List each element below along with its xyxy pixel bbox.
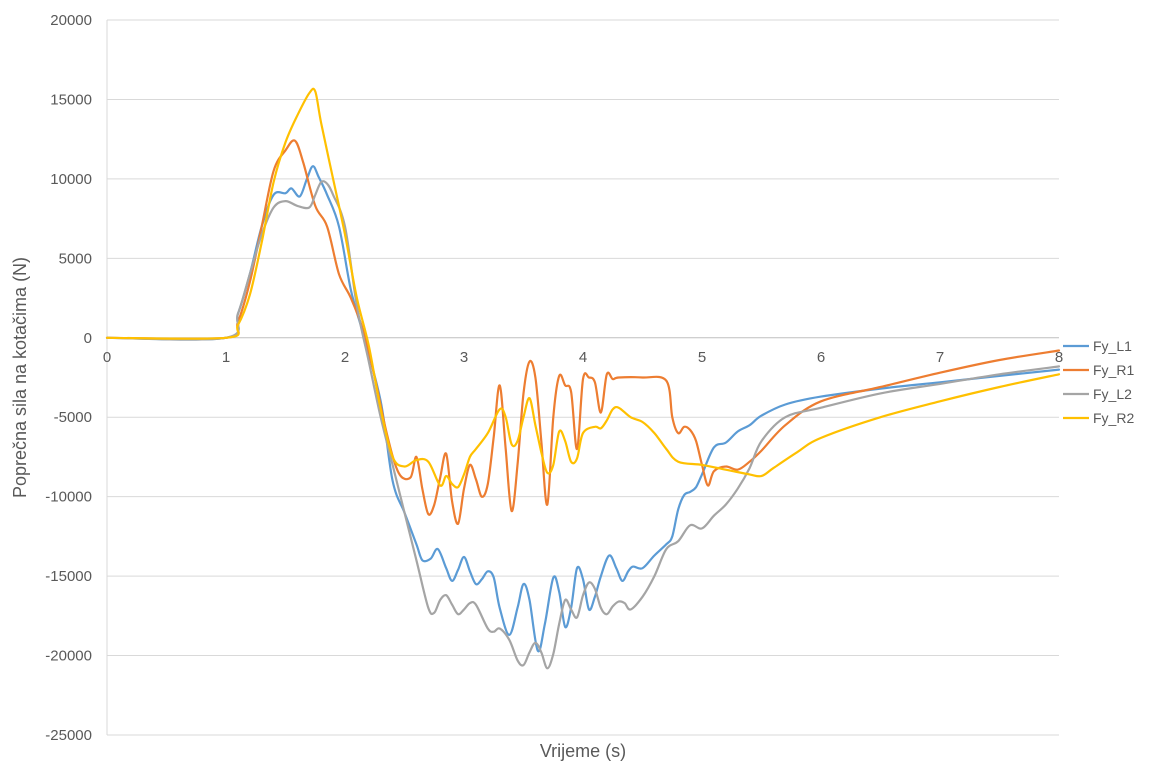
legend-item-label: Fy_R1 — [1093, 362, 1134, 378]
x-tick-label: 2 — [341, 349, 349, 366]
x-tick-label: 7 — [936, 349, 944, 366]
y-tick-label: -20000 — [45, 648, 92, 665]
y-tick-label: 20000 — [50, 12, 92, 29]
x-axis-label: Vrijeme (s) — [540, 741, 626, 761]
series-line-fy-r2 — [105, 87, 1061, 489]
legend-item-label: Fy_L1 — [1093, 338, 1132, 354]
series-lines — [105, 87, 1061, 670]
y-tick-label: 5000 — [59, 250, 92, 267]
x-tick-label: 5 — [698, 349, 706, 366]
x-tick-label: 4 — [579, 349, 587, 366]
y-tick-label: -10000 — [45, 489, 92, 506]
series-line-fy-l2 — [105, 180, 1061, 670]
gridlines — [106, 19, 1059, 736]
y-tick-label: -25000 — [45, 727, 92, 744]
x-tick-label: 0 — [103, 349, 111, 366]
y-tick-label: 10000 — [50, 171, 92, 188]
y-tick-label: -15000 — [45, 568, 92, 585]
y-axis-label: Poprečna sila na kotačima (N) — [10, 257, 30, 498]
x-tick-label: 8 — [1055, 349, 1063, 366]
legend-item-label: Fy_L2 — [1093, 386, 1132, 402]
y-tick-label: 0 — [84, 330, 92, 347]
x-tick-label: 6 — [817, 349, 825, 366]
x-tick-label: 1 — [222, 349, 230, 366]
legend-item-label: Fy_R2 — [1093, 410, 1134, 426]
series-line-fy-l1 — [105, 165, 1061, 653]
legend: Fy_L1 Fy_R1 Fy_L2 Fy_R2 — [1063, 338, 1134, 426]
y-tick-labels: -25000 -20000 -15000 -10000 -5000 0 5000 10000 1… — [45, 12, 92, 744]
y-tick-label: 15000 — [50, 91, 92, 108]
x-tick-labels: 0 1 2 3 4 5 6 7 8 — [103, 349, 1063, 366]
series-line-fy-r1 — [105, 139, 1061, 525]
y-tick-label: -5000 — [54, 409, 92, 426]
x-tick-label: 3 — [460, 349, 468, 366]
